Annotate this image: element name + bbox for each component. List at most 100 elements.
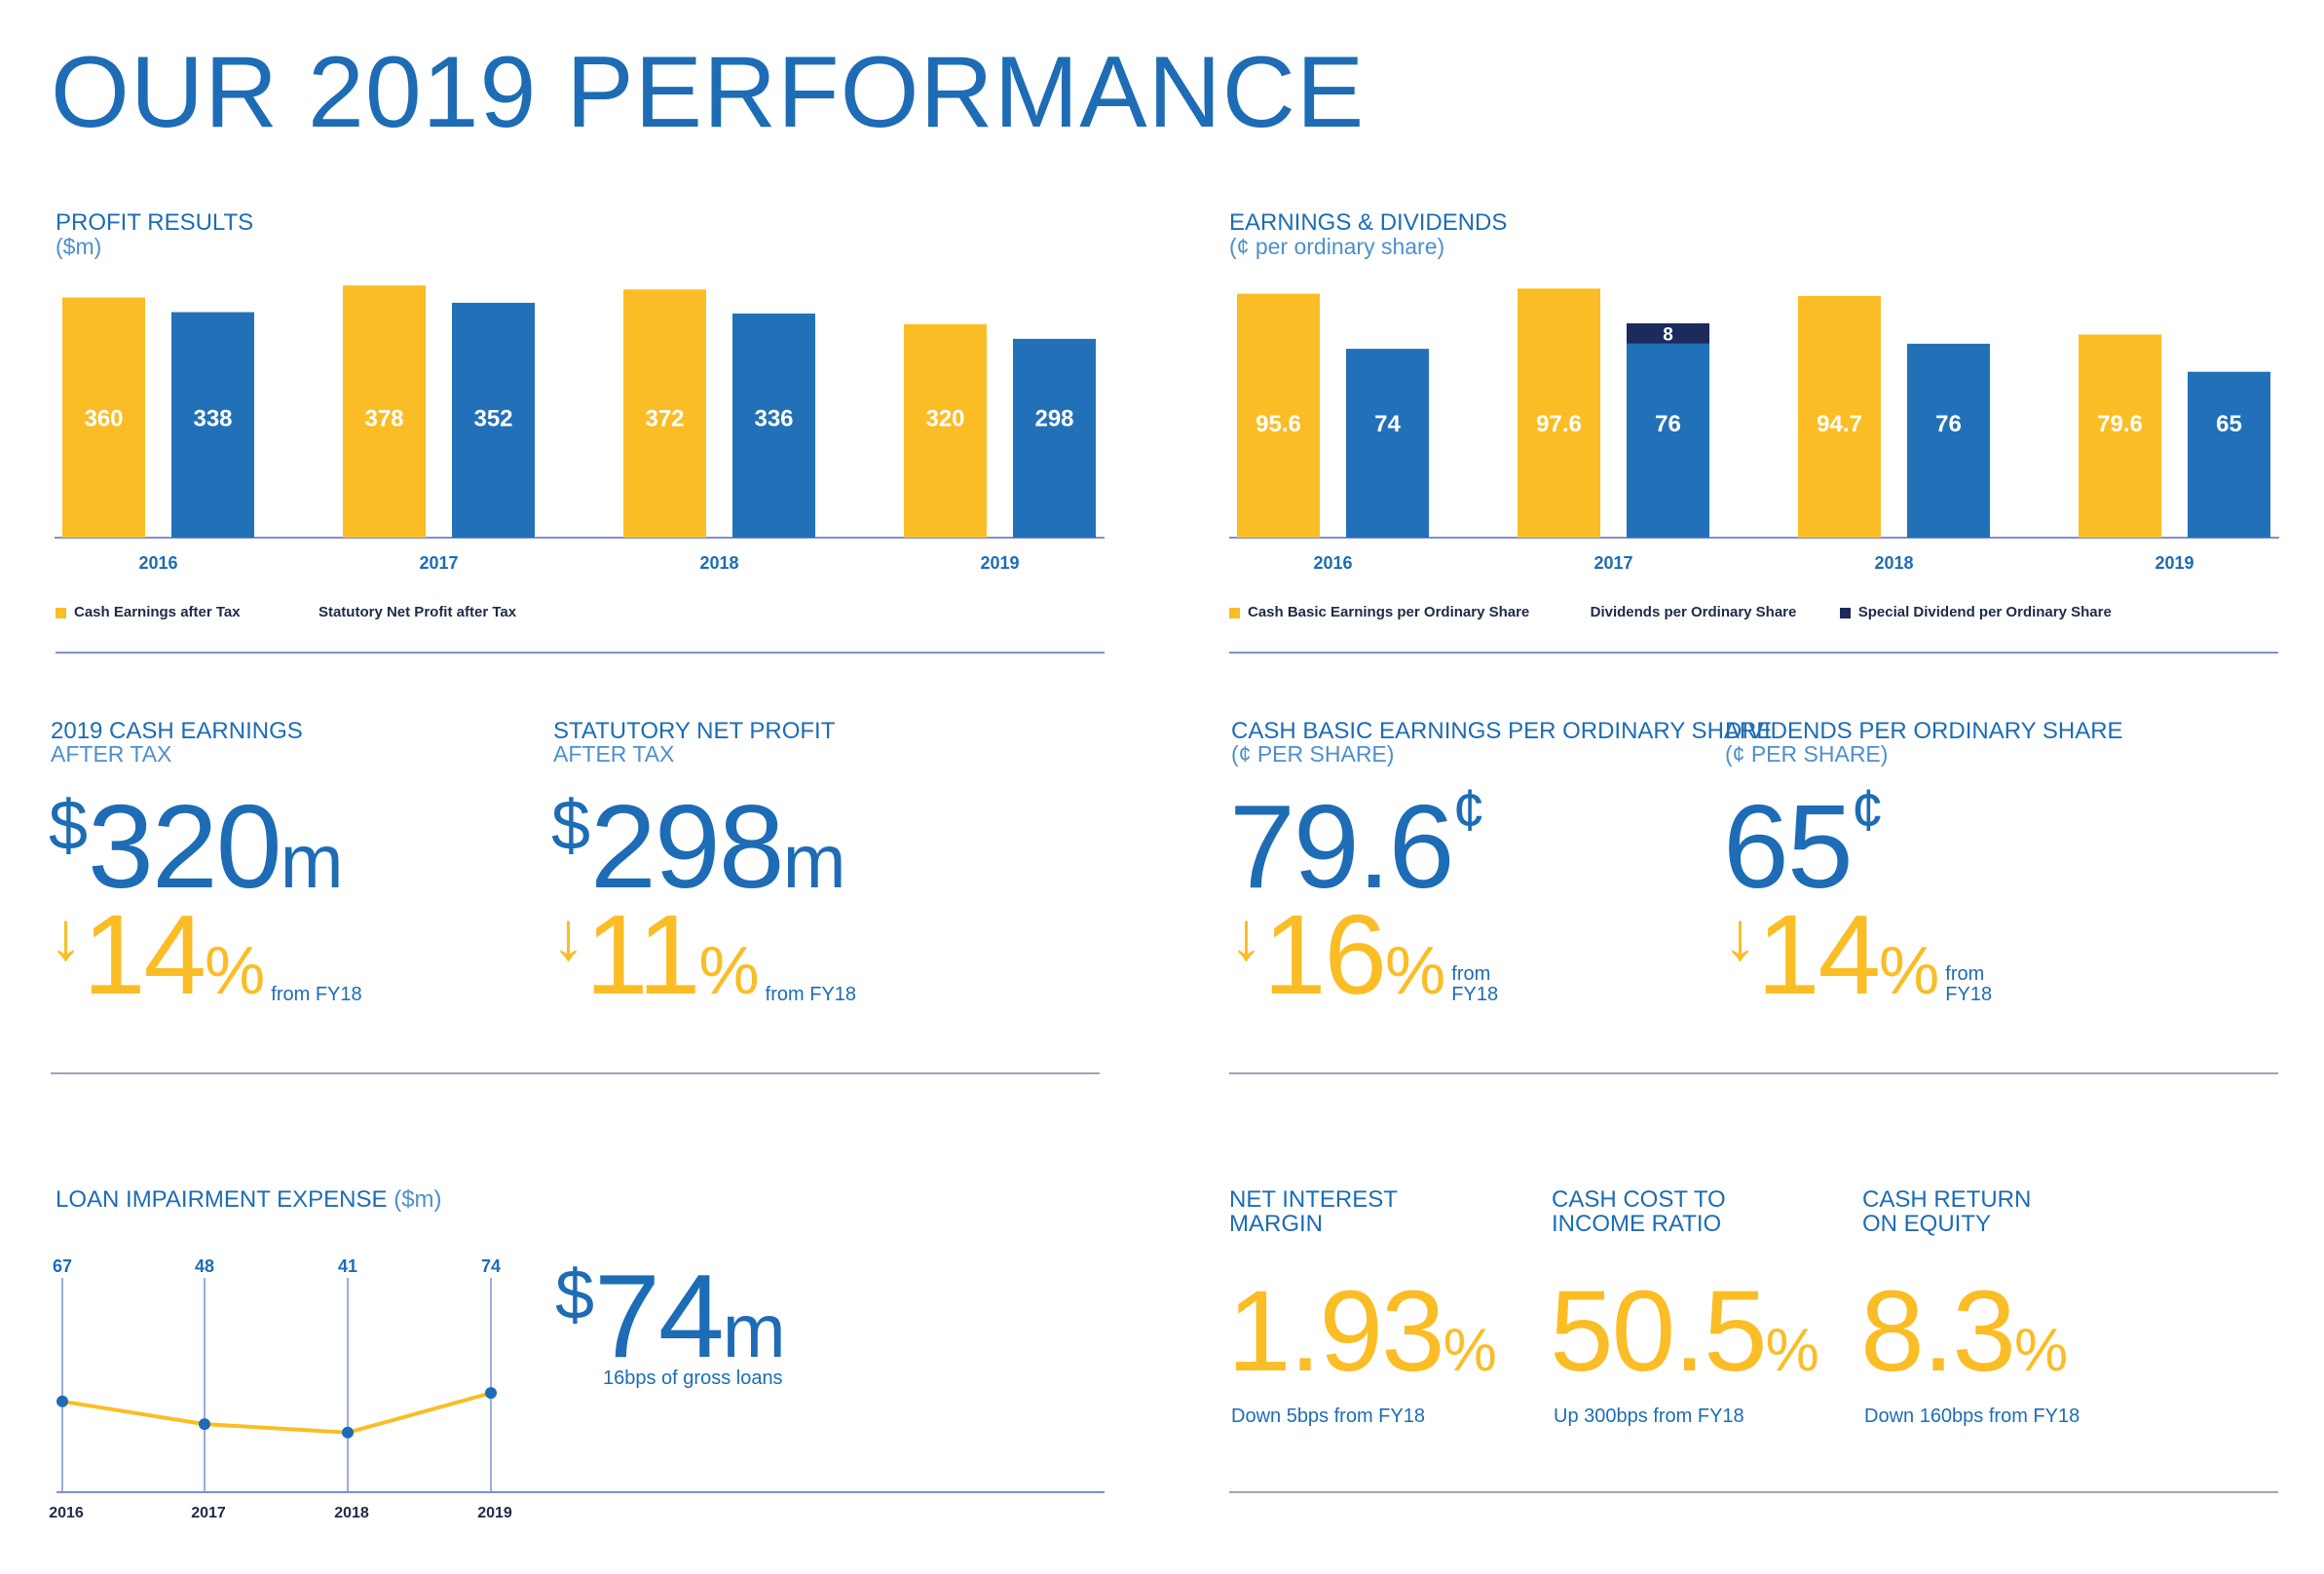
title-line-2: ON EQUITY (1862, 1211, 1992, 1238)
data-label-2018-2: 76 (1935, 411, 1962, 437)
bar-2018-1 (623, 289, 706, 538)
data-label-2018-1: 94.7 (1817, 411, 1862, 437)
percent-sign: % (1765, 1317, 1819, 1384)
kpi-dps-sub: (¢ PER SHARE) (1725, 741, 1889, 767)
x-tick-label-2016: 2016 (49, 1505, 84, 1521)
point-2019 (485, 1387, 497, 1400)
change-reference: from FY18 (1451, 964, 1498, 1005)
divider (56, 652, 1105, 654)
ratio-cost-income-note: Up 300bps from FY18 (1554, 1405, 1744, 1427)
cents-symbol: ¢ (1452, 777, 1485, 843)
divider (1229, 1491, 2278, 1493)
value: 50.5 (1550, 1267, 1768, 1396)
x-tick-label-2018: 2018 (699, 553, 738, 573)
kpi-eps-title: CASH BASIC EARNINGS PER ORDINARY SHARE (1231, 718, 1773, 744)
down-arrow-icon: ↓ (1723, 898, 1757, 974)
profit-legend: Cash Earnings after Tax Statutory Net Pr… (56, 604, 516, 620)
kpi-statutory-sub: AFTER TAX (553, 741, 675, 767)
x-tick-label-2018: 2018 (334, 1505, 369, 1521)
change-reference: from FY18 (271, 984, 362, 1005)
from-period: FY18 (1451, 984, 1499, 1005)
data-label-2017-1: 378 (364, 406, 403, 432)
from-label: from (1451, 963, 1491, 985)
loan-value: $74m (555, 1256, 786, 1375)
down-arrow-icon: ↓ (49, 898, 83, 974)
data-label-2016-1: 95.6 (1256, 411, 1301, 437)
kpi-statutory-value: $298m (551, 787, 846, 906)
loan-title-text: LOAN IMPAIRMENT EXPENSE (56, 1186, 388, 1213)
suffix: m (280, 818, 344, 904)
down-arrow-icon: ↓ (551, 898, 585, 974)
bar-2018-1 (1798, 295, 1881, 538)
data-label-2019-1: 320 (925, 406, 964, 432)
ratio-nim-title: NET INTEREST MARGIN (1229, 1187, 1398, 1236)
down-arrow-icon: ↓ (1229, 898, 1263, 974)
kpi-cash-earnings-value: $320m (49, 787, 344, 906)
bar-2019-2 (1013, 338, 1096, 538)
change-value: 14 (83, 891, 206, 1018)
x-tick-label-2016: 2016 (138, 553, 177, 573)
profit-results-chart: 360 338 2016 378 352 2017 372 336 2018 320 298 2019 (55, 285, 1105, 573)
from-label: from (1945, 963, 1985, 985)
percent-sign: % (1443, 1317, 1497, 1384)
page-title: OUR 2019 PERFORMANCE (51, 36, 1366, 149)
bar-2017-2 (452, 302, 535, 538)
currency-symbol: $ (551, 787, 591, 865)
suffix: m (722, 1288, 786, 1373)
percent-sign: % (1385, 932, 1446, 1008)
kpi-dps-change: ↓14% from FY18 (1723, 898, 1992, 1011)
change-value: 11 (585, 891, 700, 1018)
currency-symbol: $ (49, 787, 89, 865)
bar-2017-1 (343, 285, 426, 538)
point-2018 (342, 1426, 354, 1439)
ratio-nim-value: 1.93% (1227, 1274, 1497, 1389)
earnings-dividends-unit: (¢ per ordinary share) (1229, 234, 1445, 259)
x-tick-label-2017: 2017 (191, 1505, 226, 1521)
kpi-cash-earnings-sub: AFTER TAX (51, 741, 172, 767)
bar-2016-1 (62, 297, 145, 538)
cents-symbol: ¢ (1851, 777, 1885, 843)
data-label-2016-2: 74 (1374, 411, 1401, 437)
value: 65 (1723, 780, 1854, 913)
loan-note: 16bps of gross loans (603, 1368, 783, 1389)
data-label-2019-1: 79.6 (2097, 411, 2143, 437)
title-line-1: NET INTEREST (1229, 1186, 1398, 1213)
bar-2016-2 (171, 312, 254, 538)
kpi-eps-value: 79.6¢ (1229, 781, 1485, 907)
title-line-2: MARGIN (1229, 1211, 1323, 1238)
loan-unit: ($m) (394, 1186, 442, 1213)
legend-swatch-special (1839, 607, 1851, 618)
profit-results-unit: ($m) (56, 234, 102, 259)
legend-label-statutory: Statutory Net Profit after Tax (318, 604, 517, 620)
title-line-2: INCOME RATIO (1552, 1211, 1722, 1238)
data-label-2018: 41 (338, 1256, 357, 1276)
loan-impairment-chart: 67 2016 48 2017 41 2018 74 2019 (49, 1256, 1105, 1521)
divider (1229, 652, 2278, 654)
ratio-cost-income-title: CASH COST TO INCOME RATIO (1552, 1187, 1726, 1236)
eps-legend: Cash Basic Earnings per Ordinary Share D… (1229, 604, 2112, 620)
data-label-2018-1: 372 (645, 406, 684, 432)
x-tick-label-2016: 2016 (1313, 553, 1352, 573)
bar-2018-2 (1907, 343, 1990, 538)
data-label-2017-2: 352 (473, 406, 512, 432)
percent-sign: % (2014, 1317, 2069, 1384)
legend-label-special: Special Dividend per Ordinary Share (1857, 604, 2112, 620)
currency-symbol: $ (555, 1256, 595, 1334)
legend-label-dps: Dividends per Ordinary Share (1590, 604, 1797, 620)
kpi-dps-title: DIVIDENDS PER ORDINARY SHARE (1725, 718, 2123, 744)
title-line-1: CASH RETURN (1862, 1186, 2032, 1213)
kpi-eps-sub: (¢ PER SHARE) (1231, 741, 1395, 767)
x-tick-label-2017: 2017 (1593, 553, 1632, 573)
x-tick-label-2019: 2019 (2155, 553, 2193, 573)
legend-swatch-eps (1229, 607, 1240, 618)
bar-2016-1 (1237, 293, 1320, 538)
change-reference: from FY18 (1945, 964, 1992, 1005)
data-label-2016-2: 338 (193, 406, 232, 432)
change-reference: from FY18 (765, 984, 857, 1005)
value: 298 (590, 780, 785, 913)
data-label-2019-2: 65 (2216, 411, 2242, 437)
point-2016 (56, 1395, 68, 1407)
legend-swatch-cash-earnings (56, 607, 66, 618)
suffix: m (782, 818, 846, 904)
ratio-cost-income-value: 50.5% (1550, 1274, 1819, 1389)
